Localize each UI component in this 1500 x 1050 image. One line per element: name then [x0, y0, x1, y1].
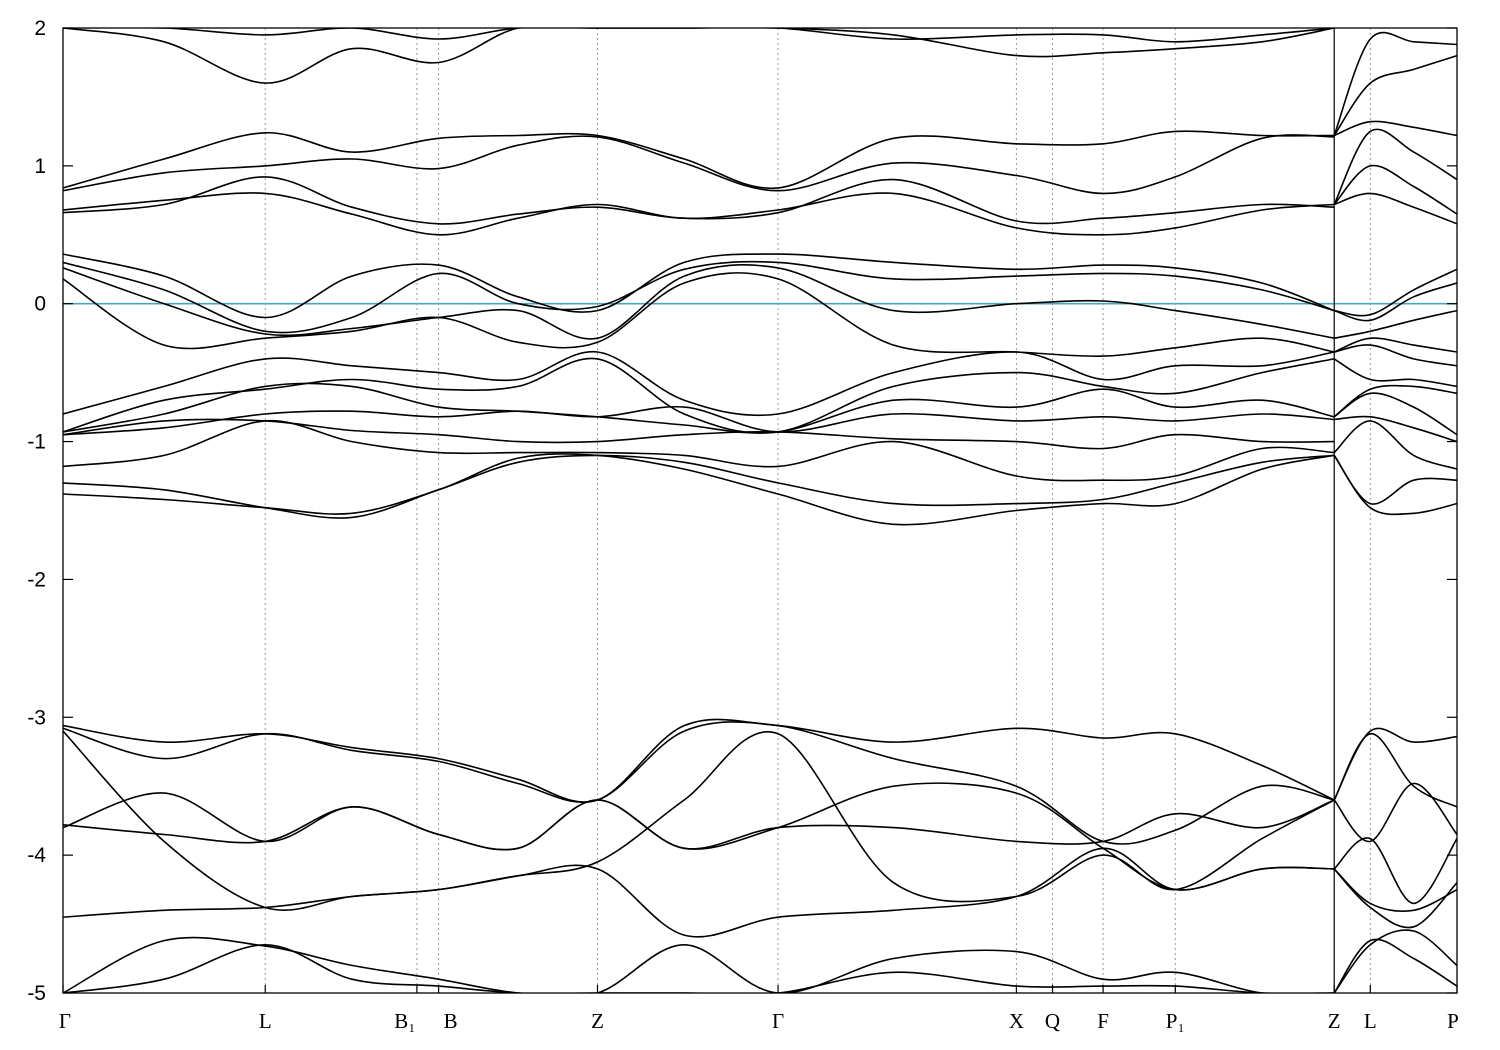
band-line-7 — [63, 264, 1335, 340]
axes — [62, 27, 1458, 994]
ytick-label: -1 — [27, 431, 46, 454]
xtick-label: L — [1364, 1009, 1377, 1033]
bands-layer — [63, 28, 1457, 993]
band-line-11 — [63, 382, 1335, 434]
band-line-40 — [1333, 392, 1457, 436]
band-line-38 — [1333, 358, 1457, 388]
ytick-label: -4 — [27, 844, 46, 867]
band-line-21 — [63, 730, 1335, 938]
band-line-20 — [63, 799, 1335, 851]
ytick-label: 1 — [34, 155, 46, 178]
band-line-41 — [1334, 415, 1457, 443]
band-line-45 — [1333, 727, 1457, 801]
xtick-label: Z — [1328, 1009, 1341, 1033]
xtick-label: Γ — [59, 1009, 71, 1033]
band-line-3 — [63, 192, 1335, 236]
band-line-32 — [1333, 192, 1457, 225]
band-line-36 — [1333, 337, 1457, 353]
band-line-23 — [63, 936, 1335, 993]
ytick-label: 0 — [34, 293, 46, 316]
band-line-29 — [1333, 120, 1457, 137]
band-line-42 — [1333, 420, 1457, 470]
xtick-label: Z — [591, 1009, 604, 1033]
band-line-18 — [63, 721, 1335, 845]
band-line-17 — [63, 718, 1335, 803]
band-line-5 — [63, 253, 1335, 319]
band-line-4 — [63, 176, 1335, 225]
band-line-31 — [1333, 164, 1457, 215]
band-line-24 — [63, 943, 1335, 993]
band-line-37 — [1334, 344, 1457, 367]
xtick-label: F — [1097, 1009, 1109, 1033]
band-line-26 — [63, 28, 1335, 43]
plot-frame — [62, 27, 1458, 994]
band-line-46 — [1333, 733, 1457, 808]
xtick-label: B₁ — [394, 1009, 415, 1033]
xtick-label: Q — [1045, 1009, 1060, 1033]
ytick-label: -2 — [27, 568, 46, 591]
xtick-label: X — [1009, 1009, 1024, 1033]
xtick-label: P₁ — [1166, 1009, 1185, 1033]
band-line-51 — [1333, 929, 1457, 993]
band-line-28 — [1333, 54, 1457, 136]
ytick-label: 2 — [34, 17, 46, 40]
band-line-12 — [63, 405, 1335, 436]
xtick-label: L — [259, 1009, 272, 1033]
band-line-15 — [63, 454, 1335, 519]
xtick-label: B — [444, 1009, 458, 1033]
band-line-14 — [63, 419, 1335, 482]
band-line-33 — [1334, 268, 1457, 317]
band-line-9 — [63, 351, 1335, 417]
band-line-16 — [63, 453, 1335, 526]
band-line-44 — [1333, 454, 1457, 516]
band-line-48 — [1333, 837, 1457, 905]
band-line-35 — [1334, 309, 1457, 339]
band-line-10 — [63, 357, 1335, 434]
band-line-13 — [63, 418, 1335, 450]
band-line-34 — [1333, 282, 1457, 322]
band-line-22 — [63, 730, 1335, 918]
xtick-label: P — [1447, 1009, 1459, 1033]
band-line-52 — [1333, 938, 1457, 993]
band-line-50 — [1333, 868, 1457, 929]
vertical-grid — [264, 28, 1371, 993]
band-line-1 — [63, 130, 1335, 190]
band-line-47 — [1333, 782, 1457, 843]
ytick-label: -5 — [27, 982, 46, 1005]
band-line-39 — [1333, 384, 1457, 418]
band-line-25 — [63, 28, 1335, 84]
band-line-6 — [63, 260, 1335, 334]
band-line-43 — [1333, 454, 1457, 505]
ytick-label: -3 — [27, 706, 46, 729]
band-line-27 — [1333, 31, 1457, 136]
band-line-2 — [63, 134, 1335, 195]
band-line-19 — [63, 782, 1335, 891]
xtick-label: Γ — [772, 1009, 784, 1033]
band-line-30 — [1333, 128, 1457, 205]
band-line-8 — [63, 272, 1335, 358]
